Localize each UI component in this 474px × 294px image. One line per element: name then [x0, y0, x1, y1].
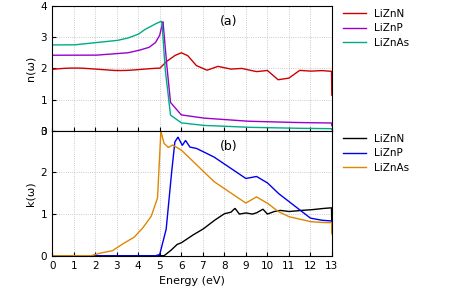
LiZnP: [178, 141, 184, 144]
Legend: LiZnN, LiZnP, LiZnAs: LiZnN, LiZnP, LiZnAs: [343, 9, 409, 48]
LiZnP: [321, 121, 327, 125]
LiZnAs: [270, 206, 275, 209]
LiZnN: [178, 241, 183, 245]
Text: (a): (a): [220, 15, 237, 28]
LiZnP: [270, 120, 275, 124]
Line: LiZnP: LiZnP: [52, 137, 332, 256]
LiZnN: [321, 69, 327, 73]
LiZnAs: [64, 43, 69, 47]
LiZnAs: [49, 254, 55, 258]
LiZnAs: [185, 155, 191, 158]
LiZnP: [185, 114, 191, 118]
LiZnAs: [158, 130, 164, 133]
LiZnAs: [321, 221, 327, 224]
LiZnP: [329, 124, 335, 127]
LiZnN: [185, 236, 191, 240]
LiZnP: [329, 231, 335, 234]
LiZnAs: [329, 128, 335, 131]
Line: LiZnN: LiZnN: [52, 53, 332, 95]
LiZnAs: [178, 148, 184, 151]
LiZnN: [321, 69, 327, 73]
LiZnP: [49, 254, 55, 258]
LiZnP: [49, 79, 55, 82]
LiZnP: [185, 143, 191, 146]
LiZnAs: [329, 232, 335, 235]
Y-axis label: n(ω): n(ω): [25, 56, 35, 81]
Line: LiZnAs: LiZnAs: [52, 132, 332, 256]
LiZnN: [328, 206, 334, 210]
LiZnAs: [49, 72, 55, 75]
Line: LiZnAs: LiZnAs: [52, 21, 332, 129]
LiZnAs: [64, 254, 69, 258]
Line: LiZnN: LiZnN: [52, 208, 332, 256]
LiZnP: [160, 20, 165, 24]
LiZnAs: [159, 20, 164, 23]
LiZnN: [321, 207, 327, 210]
Legend: LiZnN, LiZnP, LiZnAs: LiZnN, LiZnP, LiZnAs: [343, 133, 409, 173]
LiZnN: [64, 254, 69, 258]
LiZnP: [64, 254, 69, 258]
LiZnN: [270, 73, 275, 77]
LiZnP: [270, 186, 275, 190]
LiZnP: [321, 121, 327, 125]
LiZnN: [49, 254, 55, 258]
LiZnN: [49, 92, 55, 96]
LiZnP: [321, 219, 327, 222]
LiZnN: [178, 51, 184, 55]
Line: LiZnP: LiZnP: [52, 22, 332, 126]
LiZnAs: [270, 126, 275, 130]
LiZnP: [64, 54, 69, 57]
LiZnAs: [185, 122, 191, 126]
LiZnN: [185, 54, 191, 58]
LiZnAs: [321, 221, 327, 224]
LiZnN: [321, 207, 327, 210]
LiZnP: [175, 136, 181, 139]
LiZnN: [329, 225, 335, 229]
LiZnN: [329, 93, 335, 97]
LiZnAs: [321, 127, 327, 130]
LiZnP: [178, 113, 184, 116]
LiZnN: [178, 51, 183, 55]
LiZnAs: [178, 121, 184, 124]
LiZnP: [321, 219, 327, 222]
LiZnN: [270, 211, 275, 214]
LiZnN: [64, 66, 69, 70]
LiZnAs: [321, 127, 327, 130]
Text: (b): (b): [220, 140, 237, 153]
Y-axis label: k(ω): k(ω): [25, 181, 35, 206]
X-axis label: Energy (eV): Energy (eV): [159, 276, 225, 286]
